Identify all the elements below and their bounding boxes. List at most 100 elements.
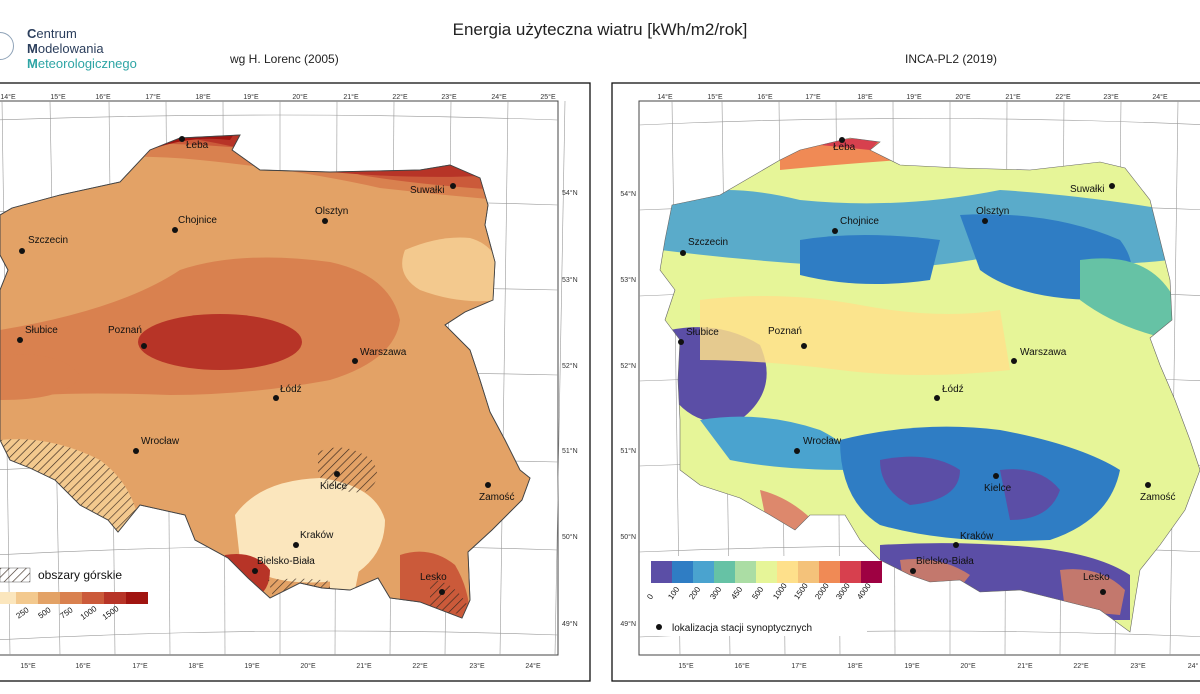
top-tick-label: 17°E — [145, 93, 161, 101]
station-dot — [832, 228, 838, 234]
bottom-tick-label: 22°E — [412, 662, 428, 670]
top-tick-label: 19°E — [243, 93, 259, 101]
bottom-tick-label: 19°E — [904, 662, 920, 670]
legend-color-box — [840, 561, 861, 583]
legend-color-box — [60, 592, 82, 604]
top-tick-label: 15°E — [50, 93, 66, 101]
city-label: Szczecin — [688, 237, 728, 248]
top-tick-label: 18°E — [195, 93, 211, 101]
right-map-cities: Łeba Suwałki Chojnice Olsztyn Szczecin Słubic… — [678, 137, 1176, 595]
side-tick-label: 49°N — [562, 620, 578, 628]
city-label: Olsztyn — [315, 206, 348, 217]
parallel-line — [0, 114, 559, 121]
station-dot — [953, 542, 959, 548]
top-tick-label: 25°E — [540, 93, 556, 101]
left-map-ticks: 14°E 15°E 16°E 17°E 18°E 19°E 20°E 21°E 22°E 23°E… — [0, 93, 577, 670]
side-tick-label: 52°N — [562, 362, 578, 370]
station-dot — [839, 137, 845, 143]
top-tick-label: 21°E — [343, 93, 359, 101]
top-tick-label: 14°E — [657, 93, 673, 101]
station-dot — [910, 568, 916, 574]
bottom-tick-label: 16°E — [734, 662, 750, 670]
legend-color-box — [756, 561, 777, 583]
legend-color-box — [798, 561, 819, 583]
station-dot — [273, 395, 279, 401]
field-pomorze-dark — [800, 235, 940, 284]
right-map-ticks: 14°E 15°E 16°E 17°E 18°E 19°E 20°E 21°E 22°E 23°E… — [620, 93, 1198, 670]
city-label: Szczecin — [28, 235, 68, 246]
top-tick-label: 20°E — [955, 93, 971, 101]
city-label: Kielce — [320, 481, 348, 492]
logo-cmm: Centrum Modelowania Meteorologicznego — [0, 24, 170, 74]
station-dot — [19, 248, 25, 254]
bottom-tick-label: 18°E — [847, 662, 863, 670]
legend-color-box — [861, 561, 882, 583]
station-dot — [993, 473, 999, 479]
station-dot — [141, 343, 147, 349]
city-label: Wrocław — [803, 436, 842, 447]
side-tick-label: 51°N — [620, 447, 636, 455]
side-tick-label: 51°N — [562, 447, 578, 455]
right-map-legend: 0 100 200 300 450 500 1000 1500 2000 3000 4000loka… — [645, 556, 882, 636]
city-label: Warszawa — [1020, 347, 1067, 358]
city-label: Olsztyn — [976, 206, 1009, 217]
bottom-tick-label: 19°E — [244, 662, 260, 670]
station-dot — [982, 218, 988, 224]
meridian-line — [1169, 100, 1179, 656]
bottom-tick-label: 21°E — [356, 662, 372, 670]
side-tick-label: 50°N — [620, 533, 636, 541]
legend-color-box — [38, 592, 60, 604]
left-map-subtitle: wg H. Lorenc (2005) — [230, 52, 339, 66]
city-label: Łeba — [833, 142, 856, 153]
bottom-tick-label: 24°E — [525, 662, 541, 670]
side-tick-label: 53°N — [620, 276, 636, 284]
station-dot — [801, 343, 807, 349]
station-dot — [17, 337, 23, 343]
side-tick-label: 52°N — [620, 362, 636, 370]
zone-1500-2000 — [138, 314, 302, 370]
logo-initial-2: M — [27, 41, 38, 56]
top-tick-label: 22°E — [392, 93, 408, 101]
city-label: Bielsko-Biała — [916, 556, 974, 567]
logo-word-1: entrum — [36, 26, 77, 41]
zone-suwalki-low — [402, 237, 500, 302]
side-tick-label: 54°N — [620, 190, 636, 198]
station-dot — [352, 358, 358, 364]
station-dot — [172, 227, 178, 233]
bottom-tick-label: 15°E — [20, 662, 36, 670]
field-wielkopolska-yellow — [700, 296, 1010, 375]
top-tick-label: 18°E — [857, 93, 873, 101]
legend-color-box — [693, 561, 714, 583]
station-dot — [1109, 183, 1115, 189]
bottom-tick-label: 20°E — [300, 662, 316, 670]
top-tick-label: 19°E — [906, 93, 922, 101]
station-dot — [794, 448, 800, 454]
side-tick-label: 49°N — [620, 620, 636, 628]
bottom-tick-label: 23°E — [469, 662, 485, 670]
bottom-tick-label: 18°E — [188, 662, 204, 670]
city-label: Łódź — [942, 384, 964, 395]
field-malopolska-blue — [840, 426, 1120, 541]
station-dot — [1145, 482, 1151, 488]
meridian-line — [499, 100, 509, 656]
legend-station-label: lokalizacja stacji synoptycznych — [672, 623, 812, 634]
city-label: Kraków — [960, 531, 994, 542]
station-dot — [450, 183, 456, 189]
station-dot — [179, 136, 185, 142]
legend-color-box — [82, 592, 104, 604]
top-tick-label: 24°E — [491, 93, 507, 101]
station-dot — [678, 339, 684, 345]
legend-hatch-label: obszary górskie — [38, 568, 122, 582]
meridian-line — [554, 100, 566, 656]
top-tick-label: 23°E — [441, 93, 457, 101]
legend-color-box — [735, 561, 756, 583]
top-tick-label: 17°E — [805, 93, 821, 101]
logo-word-2: odelowania — [37, 41, 104, 56]
legend-color-box — [777, 561, 798, 583]
zone-kielce-hatch — [318, 447, 378, 493]
side-tick-label: 50°N — [562, 533, 578, 541]
legend-color-box — [714, 561, 735, 583]
city-label: Wrocław — [141, 436, 180, 447]
legend-color-box — [672, 561, 693, 583]
